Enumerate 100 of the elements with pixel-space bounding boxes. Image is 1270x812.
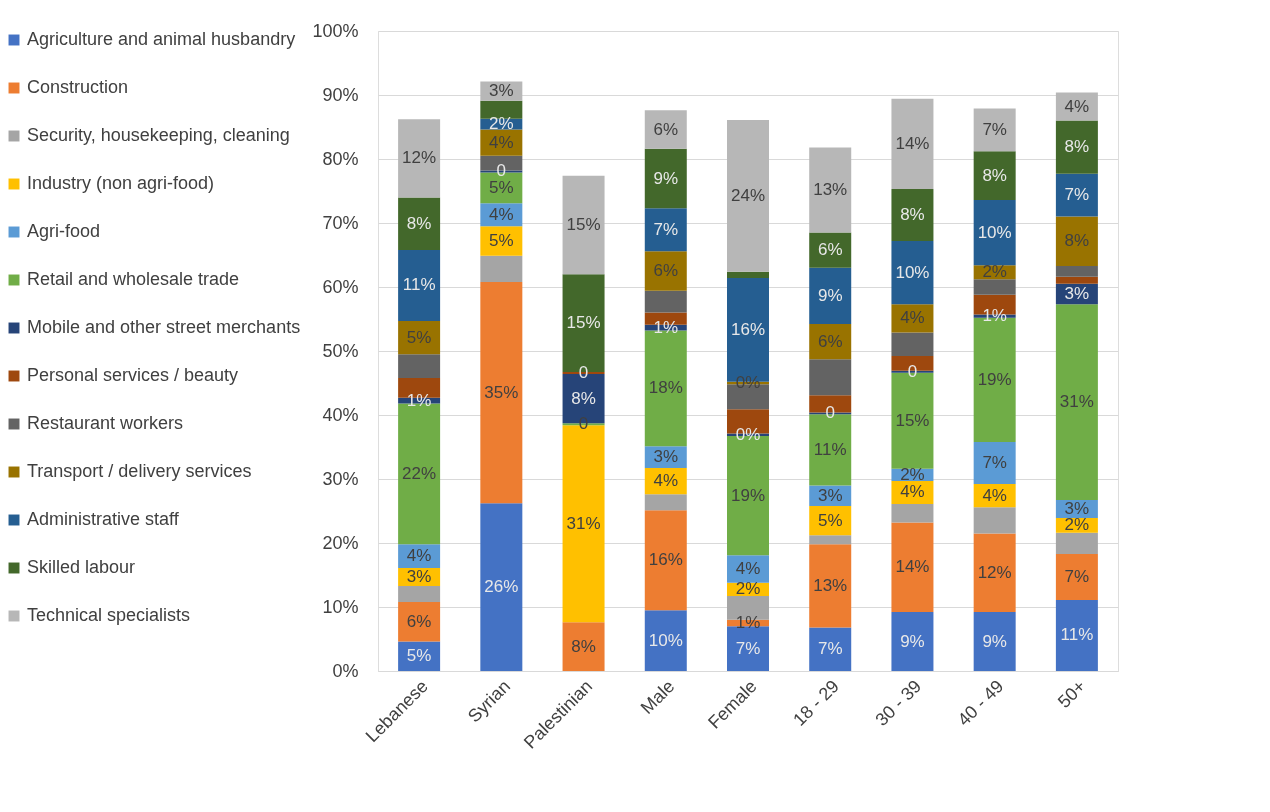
bar — [562, 622, 605, 671]
legend-label: Administrative staff — [27, 509, 180, 529]
bar — [809, 627, 852, 671]
data-label: 24% — [730, 185, 766, 205]
data-label: 2% — [900, 464, 925, 484]
bar — [644, 610, 687, 671]
data-label: 22% — [402, 463, 437, 483]
data-label: 10% — [648, 630, 683, 650]
y-tick-label: 80% — [322, 148, 359, 169]
data-label: 8% — [1064, 137, 1090, 157]
data-label: 5% — [817, 510, 843, 530]
bar — [644, 510, 687, 611]
data-label: 4% — [1064, 96, 1090, 116]
data-label: 8% — [982, 165, 1007, 185]
data-label: 7% — [982, 453, 1007, 472]
bar — [973, 612, 1016, 671]
x-tick-label: 18 - 29 — [789, 676, 843, 730]
bar — [398, 601, 441, 642]
bar — [891, 612, 934, 671]
x-tick-label: 40 - 49 — [953, 676, 1008, 730]
bar — [891, 332, 934, 357]
bar — [644, 494, 687, 511]
x-tick-label: 30 - 39 — [871, 676, 926, 730]
data-label: 13% — [813, 180, 848, 200]
legend-label: Construction — [27, 77, 129, 97]
data-label: 6% — [406, 611, 432, 631]
bar — [973, 279, 1016, 295]
data-label: 2% — [982, 262, 1007, 282]
y-tick-label: 40% — [322, 404, 359, 425]
bar — [1055, 173, 1098, 217]
data-label: 16% — [730, 319, 766, 339]
bar — [480, 281, 523, 504]
y-tick-label: 10% — [322, 596, 359, 617]
data-label: 4% — [489, 204, 514, 224]
bar — [1055, 276, 1098, 284]
data-label: 4% — [406, 546, 432, 566]
bar — [562, 175, 605, 275]
bar — [727, 626, 769, 671]
bar — [644, 208, 687, 252]
legend-label: Security, housekeeping, cleaning — [27, 125, 290, 145]
bar — [644, 110, 687, 149]
bar — [809, 535, 852, 545]
data-label: 14% — [895, 557, 930, 577]
legend-label: Skilled labour — [27, 557, 136, 577]
y-tick-label: 90% — [322, 84, 359, 105]
data-label: 7% — [1064, 185, 1090, 205]
data-label: 12% — [402, 148, 437, 168]
data-label: 13% — [813, 575, 848, 595]
data-label: 9% — [817, 285, 843, 305]
data-label: 8% — [406, 213, 432, 233]
bar — [809, 359, 852, 396]
data-label: 8% — [571, 636, 596, 656]
data-label: 5% — [489, 230, 514, 250]
legend-label: Personal services / beauty — [27, 365, 239, 385]
y-tick-label: 30% — [322, 468, 359, 489]
bar — [973, 108, 1016, 152]
bar — [1055, 532, 1098, 554]
data-label: 10% — [895, 262, 930, 282]
bar — [891, 98, 934, 190]
bar — [644, 290, 687, 313]
data-label: 12% — [977, 562, 1012, 582]
bar — [973, 151, 1016, 200]
y-tick-label: 20% — [322, 532, 359, 553]
data-label: 35% — [484, 382, 519, 402]
data-label: 16% — [648, 550, 683, 570]
bar — [480, 255, 523, 282]
data-label: 15% — [566, 214, 601, 234]
bar — [809, 147, 852, 233]
data-label: 3% — [653, 447, 679, 467]
bar — [644, 148, 687, 209]
data-label: 0 — [907, 361, 918, 381]
legend-label: Mobile and other street merchants — [27, 317, 301, 337]
bar — [891, 522, 934, 613]
data-label: 15% — [895, 410, 930, 430]
data-label: 7% — [982, 119, 1007, 139]
data-label: 11% — [402, 275, 436, 295]
bar — [1055, 120, 1098, 174]
y-tick-label: 0% — [332, 660, 359, 681]
data-label: 31% — [566, 513, 601, 533]
bar — [480, 100, 523, 119]
bar — [1055, 553, 1098, 600]
data-label: 8% — [571, 388, 596, 408]
data-label: 11% — [813, 439, 847, 459]
data-label: 9% — [653, 168, 679, 188]
y-tick-label: 100% — [312, 20, 359, 41]
bar — [398, 197, 441, 250]
bar — [891, 189, 934, 241]
data-label: 8% — [900, 205, 925, 224]
data-label: 2% — [489, 114, 514, 134]
data-label: 14% — [895, 133, 930, 153]
bar — [480, 503, 523, 671]
legend-label: Restaurant workers — [27, 413, 184, 433]
bar — [1055, 216, 1098, 266]
bar — [973, 533, 1016, 613]
y-tick-label: 60% — [322, 276, 359, 297]
data-label: 7% — [735, 638, 761, 658]
data-label: 4% — [982, 485, 1007, 505]
data-label: 6% — [817, 331, 843, 351]
data-label: 5% — [406, 327, 432, 347]
legend-label: Transport / delivery services — [27, 461, 252, 481]
